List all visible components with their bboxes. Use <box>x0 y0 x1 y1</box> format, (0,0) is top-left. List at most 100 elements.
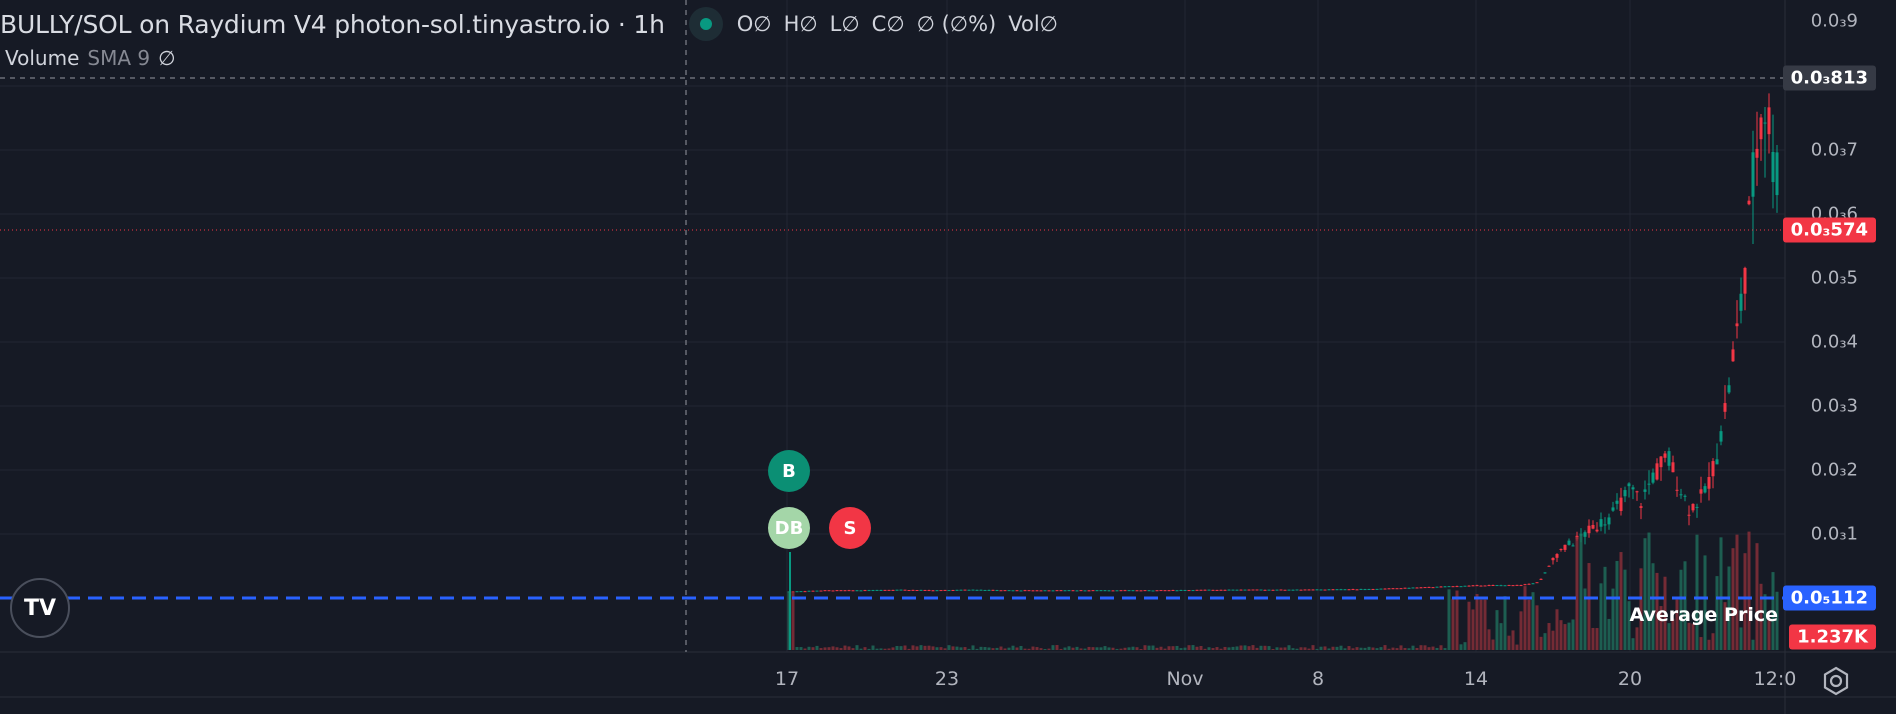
candle-body <box>1619 497 1623 511</box>
price-tick-label: 0.0₃9 <box>1810 10 1858 32</box>
volume-bar <box>1463 642 1467 650</box>
candle-body <box>1259 589 1263 591</box>
volume-bar <box>1715 576 1719 650</box>
candle-body <box>1711 461 1715 477</box>
candle-body <box>1187 590 1191 592</box>
volume-bar <box>1711 633 1715 650</box>
candle-body <box>1631 487 1635 490</box>
dev-buy-marker[interactable]: DB <box>768 507 810 549</box>
volume-bar <box>987 647 991 650</box>
volume-bar <box>1403 648 1407 650</box>
candle-body <box>1143 590 1147 592</box>
candle-body <box>1327 589 1331 591</box>
candle-body <box>1023 590 1027 592</box>
candle-body <box>951 590 955 592</box>
candle-body <box>1435 586 1439 588</box>
candle-body <box>1655 463 1659 480</box>
candle-body <box>1131 590 1135 592</box>
volume-bar <box>883 648 887 650</box>
volume-bar <box>1379 647 1383 650</box>
candle-body <box>1239 589 1243 591</box>
volume-bar <box>999 646 1003 650</box>
candle-body <box>1571 545 1575 547</box>
settings-icon[interactable] <box>1820 665 1852 697</box>
candle-body <box>867 590 871 592</box>
candle-body <box>1507 584 1511 586</box>
ohlc-item: L∅ <box>830 12 860 36</box>
chart-header: BULLY/SOL on Raydium V4 photon-sol.tinya… <box>0 6 1058 42</box>
candle-body <box>943 589 947 591</box>
candle-body <box>1719 431 1723 442</box>
candle-body <box>1555 554 1559 558</box>
candle-body <box>1647 483 1651 485</box>
volume-bar <box>1227 647 1231 650</box>
volume-bar <box>1251 645 1255 650</box>
candle-body <box>1007 590 1011 592</box>
candle-body <box>807 590 811 592</box>
candle-body <box>1431 587 1435 589</box>
volume-bar <box>935 647 939 650</box>
volume-bar <box>1531 592 1535 650</box>
candle-body <box>1103 590 1107 592</box>
candle-body <box>1751 152 1755 197</box>
candle-body <box>1079 590 1083 592</box>
average-price-tag: 0.0₅112 <box>1782 585 1876 611</box>
volume-bar <box>1043 648 1047 650</box>
candle-body <box>1123 590 1127 592</box>
candle-body <box>1159 590 1163 592</box>
candle-body <box>811 590 815 592</box>
tradingview-logo[interactable]: TV <box>10 578 70 638</box>
volume-bar <box>1151 645 1155 650</box>
candle-body <box>1139 590 1143 592</box>
candle-body <box>1035 590 1039 592</box>
volume-bar <box>1347 646 1351 650</box>
volume-bar <box>911 645 915 650</box>
volume-bar <box>1279 647 1283 650</box>
volume-bar <box>931 646 935 650</box>
volume-bar <box>1635 627 1639 650</box>
volume-bar <box>1239 645 1243 650</box>
volume-bar <box>1731 548 1735 650</box>
candle-body <box>1303 589 1307 591</box>
ohlc-item: Vol∅ <box>1008 12 1058 36</box>
volume-bar <box>871 645 875 650</box>
candle-body <box>1695 506 1699 508</box>
time-tick-label: Nov <box>1166 668 1204 690</box>
volume-bar <box>1767 618 1771 650</box>
ohlc-key: L <box>829 12 842 36</box>
candle-body <box>1127 590 1131 592</box>
crosshair-price-tag: 0.0₃813 <box>1782 65 1876 91</box>
volume-legend[interactable]: Volume SMA 9 ∅ <box>5 46 176 70</box>
volume-bar <box>1015 647 1019 650</box>
volume-bar <box>1123 647 1127 650</box>
buy-marker[interactable]: B <box>768 450 810 492</box>
volume-bar <box>1027 648 1031 650</box>
volume-bar <box>1383 645 1387 650</box>
volume-bar <box>1079 648 1083 650</box>
volume-bar <box>1243 645 1247 650</box>
symbol-title[interactable]: BULLY/SOL on Raydium V4 photon-sol.tinya… <box>0 9 665 39</box>
candle-body <box>1743 267 1747 294</box>
volume-bar <box>1311 645 1315 650</box>
volume-bar <box>1171 646 1175 650</box>
candle-body <box>1475 585 1479 587</box>
volume-bar <box>1183 647 1187 650</box>
volume-bar <box>1675 599 1679 650</box>
candle-body <box>991 589 995 591</box>
candle-body <box>1275 589 1279 591</box>
candle-body <box>1135 590 1139 592</box>
candle-body <box>1599 519 1603 527</box>
volume-bar <box>1063 647 1067 650</box>
sell-marker[interactable]: S <box>829 507 871 549</box>
volume-bar <box>1639 568 1643 650</box>
candle-body <box>895 589 899 591</box>
volume-bar <box>1615 560 1619 650</box>
ohlc-key: C <box>871 12 887 36</box>
volume-bar <box>1307 648 1311 650</box>
candle-body <box>1623 490 1627 497</box>
candle-body <box>1591 525 1595 529</box>
candle-body <box>1699 489 1703 494</box>
candle-body <box>1515 584 1519 586</box>
